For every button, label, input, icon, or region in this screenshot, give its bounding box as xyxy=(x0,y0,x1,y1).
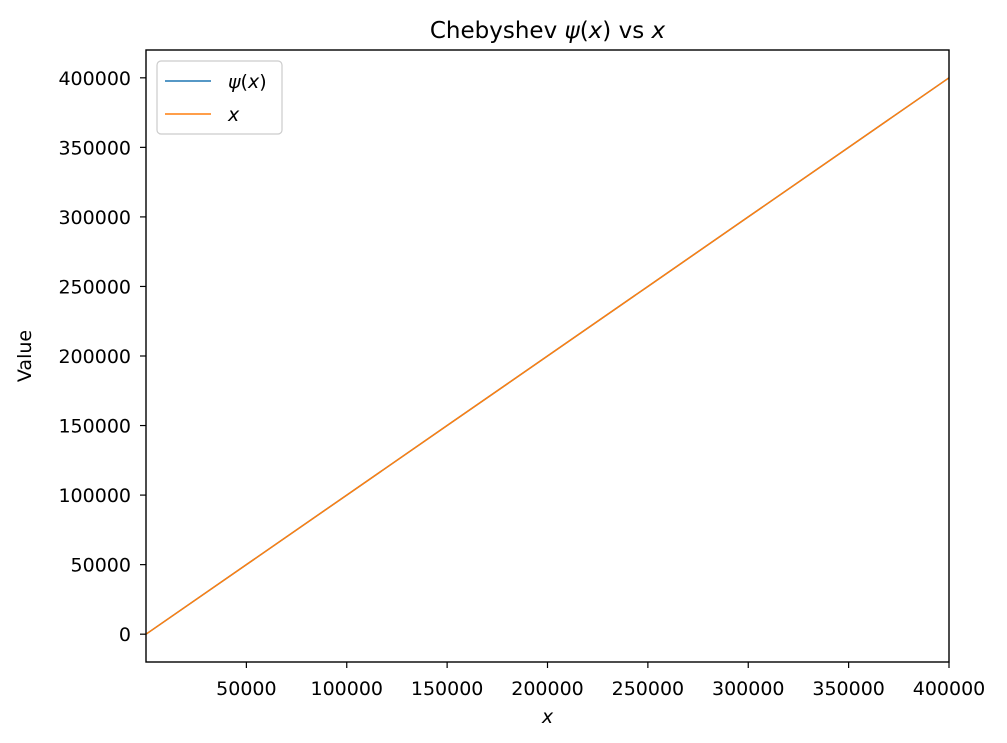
legend: ψ(x) x xyxy=(156,60,283,135)
y-tick-label: 100000 xyxy=(58,485,131,507)
y-tick-label: 200000 xyxy=(58,346,131,368)
y-axis-label: Value xyxy=(14,330,36,382)
y-tick-label: 0 xyxy=(119,624,131,646)
chart-title: Chebyshev ψ(x) vs x xyxy=(430,18,666,44)
y-tick-label: 250000 xyxy=(58,276,131,298)
legend-box xyxy=(156,60,283,135)
x-tick-label: 250000 xyxy=(612,678,685,700)
y-tick-label: 50000 xyxy=(71,555,131,577)
legend-label-psi: ψ(x) xyxy=(228,71,267,93)
series-line-1 xyxy=(145,77,950,635)
ticks-layer: 50000 100000 150000 200000 250000 300000 35000… xyxy=(58,68,985,700)
x-tick-label: 100000 xyxy=(310,678,383,700)
x-tick-label: 150000 xyxy=(411,678,484,700)
x-tick-label: 200000 xyxy=(511,678,584,700)
y-tick-label: 300000 xyxy=(58,207,131,229)
y-tick-label: 400000 xyxy=(58,68,131,90)
legend-label-x: x xyxy=(227,104,240,126)
x-tick-label: 400000 xyxy=(913,678,986,700)
y-tick-label: 350000 xyxy=(58,137,131,159)
plot-area xyxy=(145,49,950,663)
x-tick-label: 300000 xyxy=(712,678,785,700)
x-axis-label: x xyxy=(541,706,554,728)
x-tick-label: 350000 xyxy=(812,678,885,700)
y-tick-label: 150000 xyxy=(58,416,131,438)
series-layer xyxy=(145,77,950,635)
x-tick-label: 50000 xyxy=(216,678,276,700)
